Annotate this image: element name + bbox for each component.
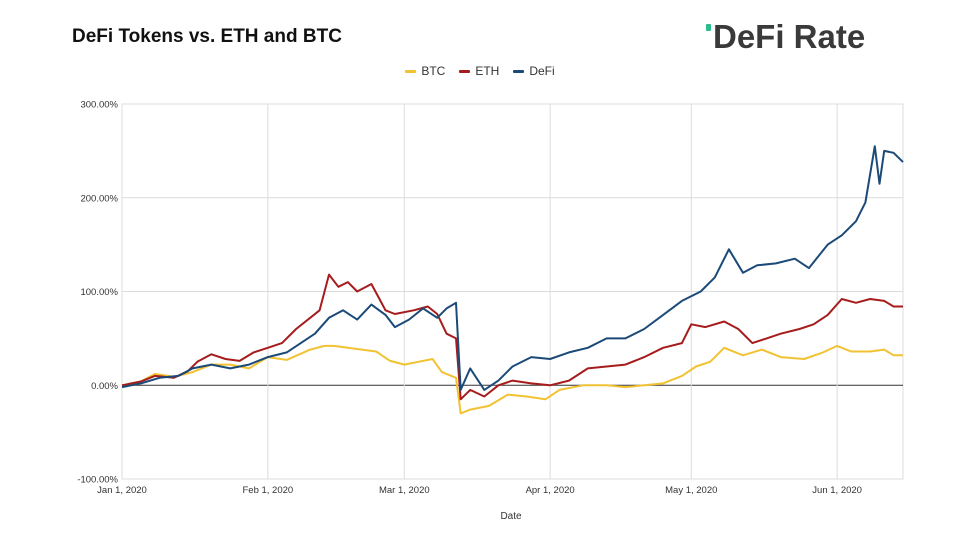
legend-swatch	[405, 69, 417, 73]
y-tick-label: 0.00%	[91, 381, 118, 392]
series-line-defi	[121, 145, 904, 391]
x-tick-label: Mar 1, 2020	[379, 485, 430, 496]
legend-label: DeFi	[529, 64, 555, 78]
x-tick-label: Jan 1, 2020	[97, 485, 147, 496]
legend-item-btc[interactable]: BTC	[405, 64, 445, 78]
chart-title: DeFi Tokens vs. ETH and BTC	[72, 26, 342, 47]
y-tick-label: 100.00%	[80, 287, 118, 298]
chart-legend: BTC ETH DeFi	[0, 64, 960, 78]
y-tick-label: 200.00%	[80, 193, 118, 204]
legend-label: BTC	[421, 64, 446, 78]
logo-text: DeFi Rate	[713, 18, 866, 55]
series-line-eth	[121, 273, 903, 401]
legend-item-eth[interactable]: ETH	[459, 64, 499, 78]
legend-swatch	[459, 69, 471, 73]
y-tick-label: 300.00%	[80, 100, 118, 111]
y-tick-label: -100.00%	[77, 475, 118, 486]
x-axis-label: Date	[500, 511, 522, 522]
legend-label: ETH	[475, 64, 500, 78]
x-tick-label: May 1, 2020	[665, 485, 717, 496]
legend-swatch	[513, 69, 525, 73]
x-tick-label: Jun 1, 2020	[812, 485, 862, 496]
logo-mark-icon	[706, 24, 711, 31]
x-tick-label: Apr 1, 2020	[526, 485, 575, 496]
defi-rate-logo: DeFi Rate	[706, 18, 865, 56]
legend-item-defi[interactable]: DeFi	[513, 64, 555, 78]
x-tick-label: Feb 1, 2020	[242, 485, 293, 496]
